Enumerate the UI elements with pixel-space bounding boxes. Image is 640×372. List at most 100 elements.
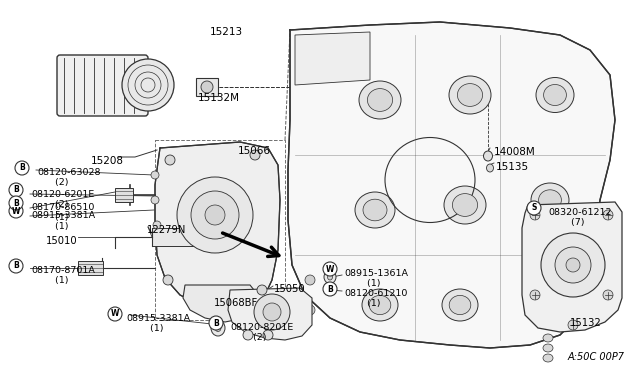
FancyArrowPatch shape [223, 233, 279, 256]
Circle shape [603, 210, 613, 220]
Circle shape [603, 290, 613, 300]
Circle shape [527, 201, 541, 215]
Polygon shape [155, 142, 280, 308]
Polygon shape [288, 22, 615, 348]
Ellipse shape [458, 84, 483, 106]
Circle shape [323, 262, 337, 276]
Text: B: B [13, 199, 19, 208]
Text: (1): (1) [364, 299, 381, 308]
Circle shape [257, 285, 267, 295]
Ellipse shape [444, 186, 486, 224]
Ellipse shape [359, 81, 401, 119]
Text: 08120-63028: 08120-63028 [37, 168, 100, 177]
Text: 08120-61210: 08120-61210 [344, 289, 408, 298]
Circle shape [9, 183, 23, 197]
Circle shape [205, 205, 225, 225]
Circle shape [163, 275, 173, 285]
Circle shape [177, 177, 253, 253]
Ellipse shape [324, 270, 336, 283]
Text: 08915-1361A: 08915-1361A [344, 269, 408, 278]
Polygon shape [522, 202, 622, 332]
Circle shape [530, 210, 540, 220]
Text: B: B [19, 164, 25, 173]
Text: W: W [12, 206, 20, 215]
Circle shape [323, 282, 337, 296]
Text: B: B [13, 186, 19, 195]
Text: 08320-61212: 08320-61212 [548, 208, 611, 217]
Ellipse shape [449, 76, 491, 114]
Polygon shape [183, 285, 258, 322]
Circle shape [541, 233, 605, 297]
Ellipse shape [543, 84, 566, 106]
Text: A:50C 00P7: A:50C 00P7 [568, 352, 625, 362]
Circle shape [9, 196, 23, 210]
Circle shape [243, 330, 253, 340]
Text: W: W [326, 264, 334, 273]
Circle shape [191, 191, 239, 239]
Text: S: S [531, 203, 537, 212]
FancyBboxPatch shape [57, 55, 148, 116]
Ellipse shape [543, 334, 553, 342]
Text: (1): (1) [364, 279, 381, 288]
Circle shape [122, 59, 174, 111]
Text: 08170-8701A: 08170-8701A [31, 266, 95, 275]
Circle shape [201, 81, 213, 93]
Ellipse shape [442, 289, 478, 321]
Ellipse shape [543, 354, 553, 362]
FancyBboxPatch shape [196, 78, 218, 96]
Ellipse shape [543, 344, 553, 352]
FancyBboxPatch shape [78, 261, 103, 275]
Text: 15010: 15010 [46, 236, 77, 246]
Circle shape [165, 155, 175, 165]
Text: (2): (2) [52, 178, 68, 187]
Text: B: B [327, 285, 333, 294]
Ellipse shape [539, 190, 561, 210]
Ellipse shape [215, 324, 221, 331]
Text: 08120-6201E: 08120-6201E [31, 190, 94, 199]
Circle shape [530, 290, 540, 300]
Polygon shape [295, 32, 370, 85]
Text: 15135: 15135 [496, 162, 529, 172]
Circle shape [108, 307, 122, 321]
Text: (2): (2) [250, 333, 266, 342]
Text: 14008M: 14008M [494, 147, 536, 157]
Circle shape [151, 196, 159, 204]
Text: B: B [213, 318, 219, 327]
Circle shape [250, 150, 260, 160]
Text: (1): (1) [147, 324, 163, 333]
Ellipse shape [211, 320, 225, 336]
Text: 15066: 15066 [238, 146, 271, 156]
Ellipse shape [328, 274, 333, 280]
Text: (1): (1) [52, 222, 68, 231]
Text: 15208: 15208 [90, 156, 124, 166]
Circle shape [15, 161, 29, 175]
Text: 15132: 15132 [570, 318, 602, 328]
Text: 15132M: 15132M [198, 93, 240, 103]
Circle shape [9, 204, 23, 218]
Circle shape [568, 320, 578, 330]
Ellipse shape [531, 183, 569, 217]
Text: W: W [111, 310, 119, 318]
Polygon shape [228, 288, 312, 340]
Text: (1): (1) [52, 213, 68, 222]
Circle shape [263, 303, 281, 321]
Circle shape [153, 221, 161, 229]
Text: (1): (1) [52, 276, 68, 285]
Text: B: B [13, 262, 19, 270]
Text: 15068BF: 15068BF [214, 298, 259, 308]
Text: 12279N: 12279N [147, 225, 186, 235]
Ellipse shape [452, 193, 477, 217]
FancyBboxPatch shape [115, 188, 133, 202]
FancyBboxPatch shape [152, 228, 202, 246]
Text: 08120-8201E: 08120-8201E [230, 323, 293, 332]
Ellipse shape [363, 199, 387, 221]
Ellipse shape [362, 289, 398, 321]
Ellipse shape [483, 151, 493, 161]
Circle shape [254, 294, 290, 330]
Ellipse shape [369, 295, 391, 315]
Text: (7): (7) [568, 218, 584, 227]
Circle shape [209, 316, 223, 330]
Circle shape [151, 171, 159, 179]
Text: 08915-3381A: 08915-3381A [126, 314, 190, 323]
Text: 08170-86510: 08170-86510 [31, 203, 94, 212]
